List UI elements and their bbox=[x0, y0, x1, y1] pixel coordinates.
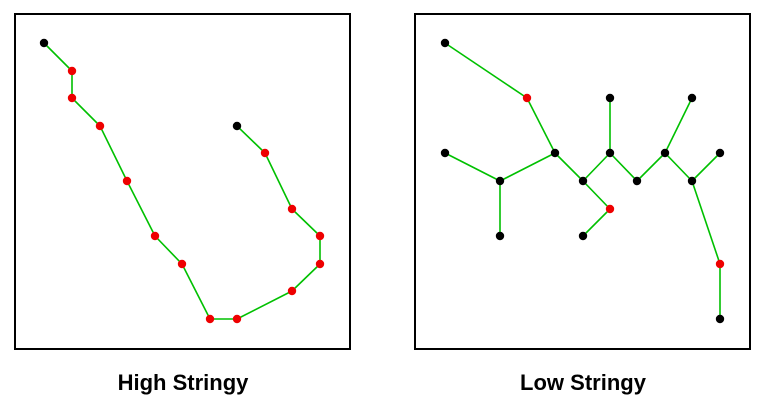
endpoint-node-b18 bbox=[715, 148, 725, 158]
edge-b14-b15 bbox=[582, 208, 611, 237]
edge-a9-a10 bbox=[236, 290, 293, 320]
low-stringy-panel-border bbox=[414, 13, 751, 350]
endpoint-node-a15 bbox=[232, 121, 242, 131]
endpoint-node-b12 bbox=[687, 176, 697, 186]
edge-b6-b7 bbox=[499, 152, 556, 182]
high-stringy-panel-border bbox=[14, 13, 351, 350]
endpoint-node-b8 bbox=[578, 176, 588, 186]
chain-node-a3 bbox=[67, 93, 77, 103]
edge-a6-a7 bbox=[154, 235, 183, 265]
chain-node-a14 bbox=[260, 148, 270, 158]
edge-a7-a8 bbox=[181, 263, 211, 320]
chain-node-b16 bbox=[715, 259, 725, 269]
chain-node-a10 bbox=[287, 286, 297, 296]
edge-a14-a15 bbox=[236, 125, 266, 154]
chain-node-a11 bbox=[315, 259, 325, 269]
chain-node-a12 bbox=[315, 231, 325, 241]
edge-a10-a11 bbox=[291, 263, 321, 292]
low-stringy-graph bbox=[440, 38, 725, 324]
endpoint-node-b13 bbox=[495, 231, 505, 241]
edge-b8-b14 bbox=[582, 180, 611, 210]
endpoint-node-b15 bbox=[578, 231, 588, 241]
edge-b9-b10 bbox=[609, 152, 638, 182]
chain-node-a2 bbox=[67, 66, 77, 76]
high-stringy-caption: High Stringy bbox=[117, 370, 249, 395]
chain-node-a8 bbox=[205, 314, 215, 324]
edge-a5-a6 bbox=[126, 180, 156, 237]
high-stringy-graph bbox=[39, 38, 325, 324]
edge-a3-a4 bbox=[71, 97, 101, 127]
chain-node-a9 bbox=[232, 314, 242, 324]
chain-node-a5 bbox=[122, 176, 132, 186]
edge-b8-b9 bbox=[582, 152, 611, 182]
endpoint-node-b17 bbox=[715, 314, 725, 324]
edge-b11-b12 bbox=[664, 152, 693, 182]
endpoint-node-b9 bbox=[605, 148, 615, 158]
chain-node-a13 bbox=[287, 204, 297, 214]
edge-b1-b2 bbox=[444, 42, 528, 99]
endpoint-node-b5 bbox=[440, 148, 450, 158]
chain-node-a7 bbox=[177, 259, 187, 269]
edge-b2-b7 bbox=[526, 97, 556, 154]
edge-b10-b11 bbox=[636, 152, 666, 182]
endpoint-node-b11 bbox=[660, 148, 670, 158]
edge-b12-b18 bbox=[691, 152, 721, 182]
chain-node-a6 bbox=[150, 231, 160, 241]
endpoint-node-a1 bbox=[39, 38, 49, 48]
endpoint-node-b10 bbox=[632, 176, 642, 186]
chain-node-b14 bbox=[605, 204, 615, 214]
endpoint-node-b7 bbox=[550, 148, 560, 158]
edge-a1-a2 bbox=[43, 42, 73, 72]
chain-node-b2 bbox=[522, 93, 532, 103]
edge-b12-b16 bbox=[691, 180, 721, 265]
edge-b11-b4 bbox=[664, 97, 693, 154]
low-stringy-caption: Low Stringy bbox=[520, 370, 646, 395]
chain-node-a4 bbox=[95, 121, 105, 131]
edge-a4-a5 bbox=[99, 125, 128, 182]
endpoint-node-b4 bbox=[687, 93, 697, 103]
edge-b7-b8 bbox=[554, 152, 584, 182]
edge-a12-a13 bbox=[291, 208, 321, 237]
edge-a13-a14 bbox=[264, 152, 293, 210]
endpoint-node-b6 bbox=[495, 176, 505, 186]
endpoint-node-b3 bbox=[605, 93, 615, 103]
endpoint-node-b1 bbox=[440, 38, 450, 48]
edge-b5-b6 bbox=[444, 152, 501, 182]
